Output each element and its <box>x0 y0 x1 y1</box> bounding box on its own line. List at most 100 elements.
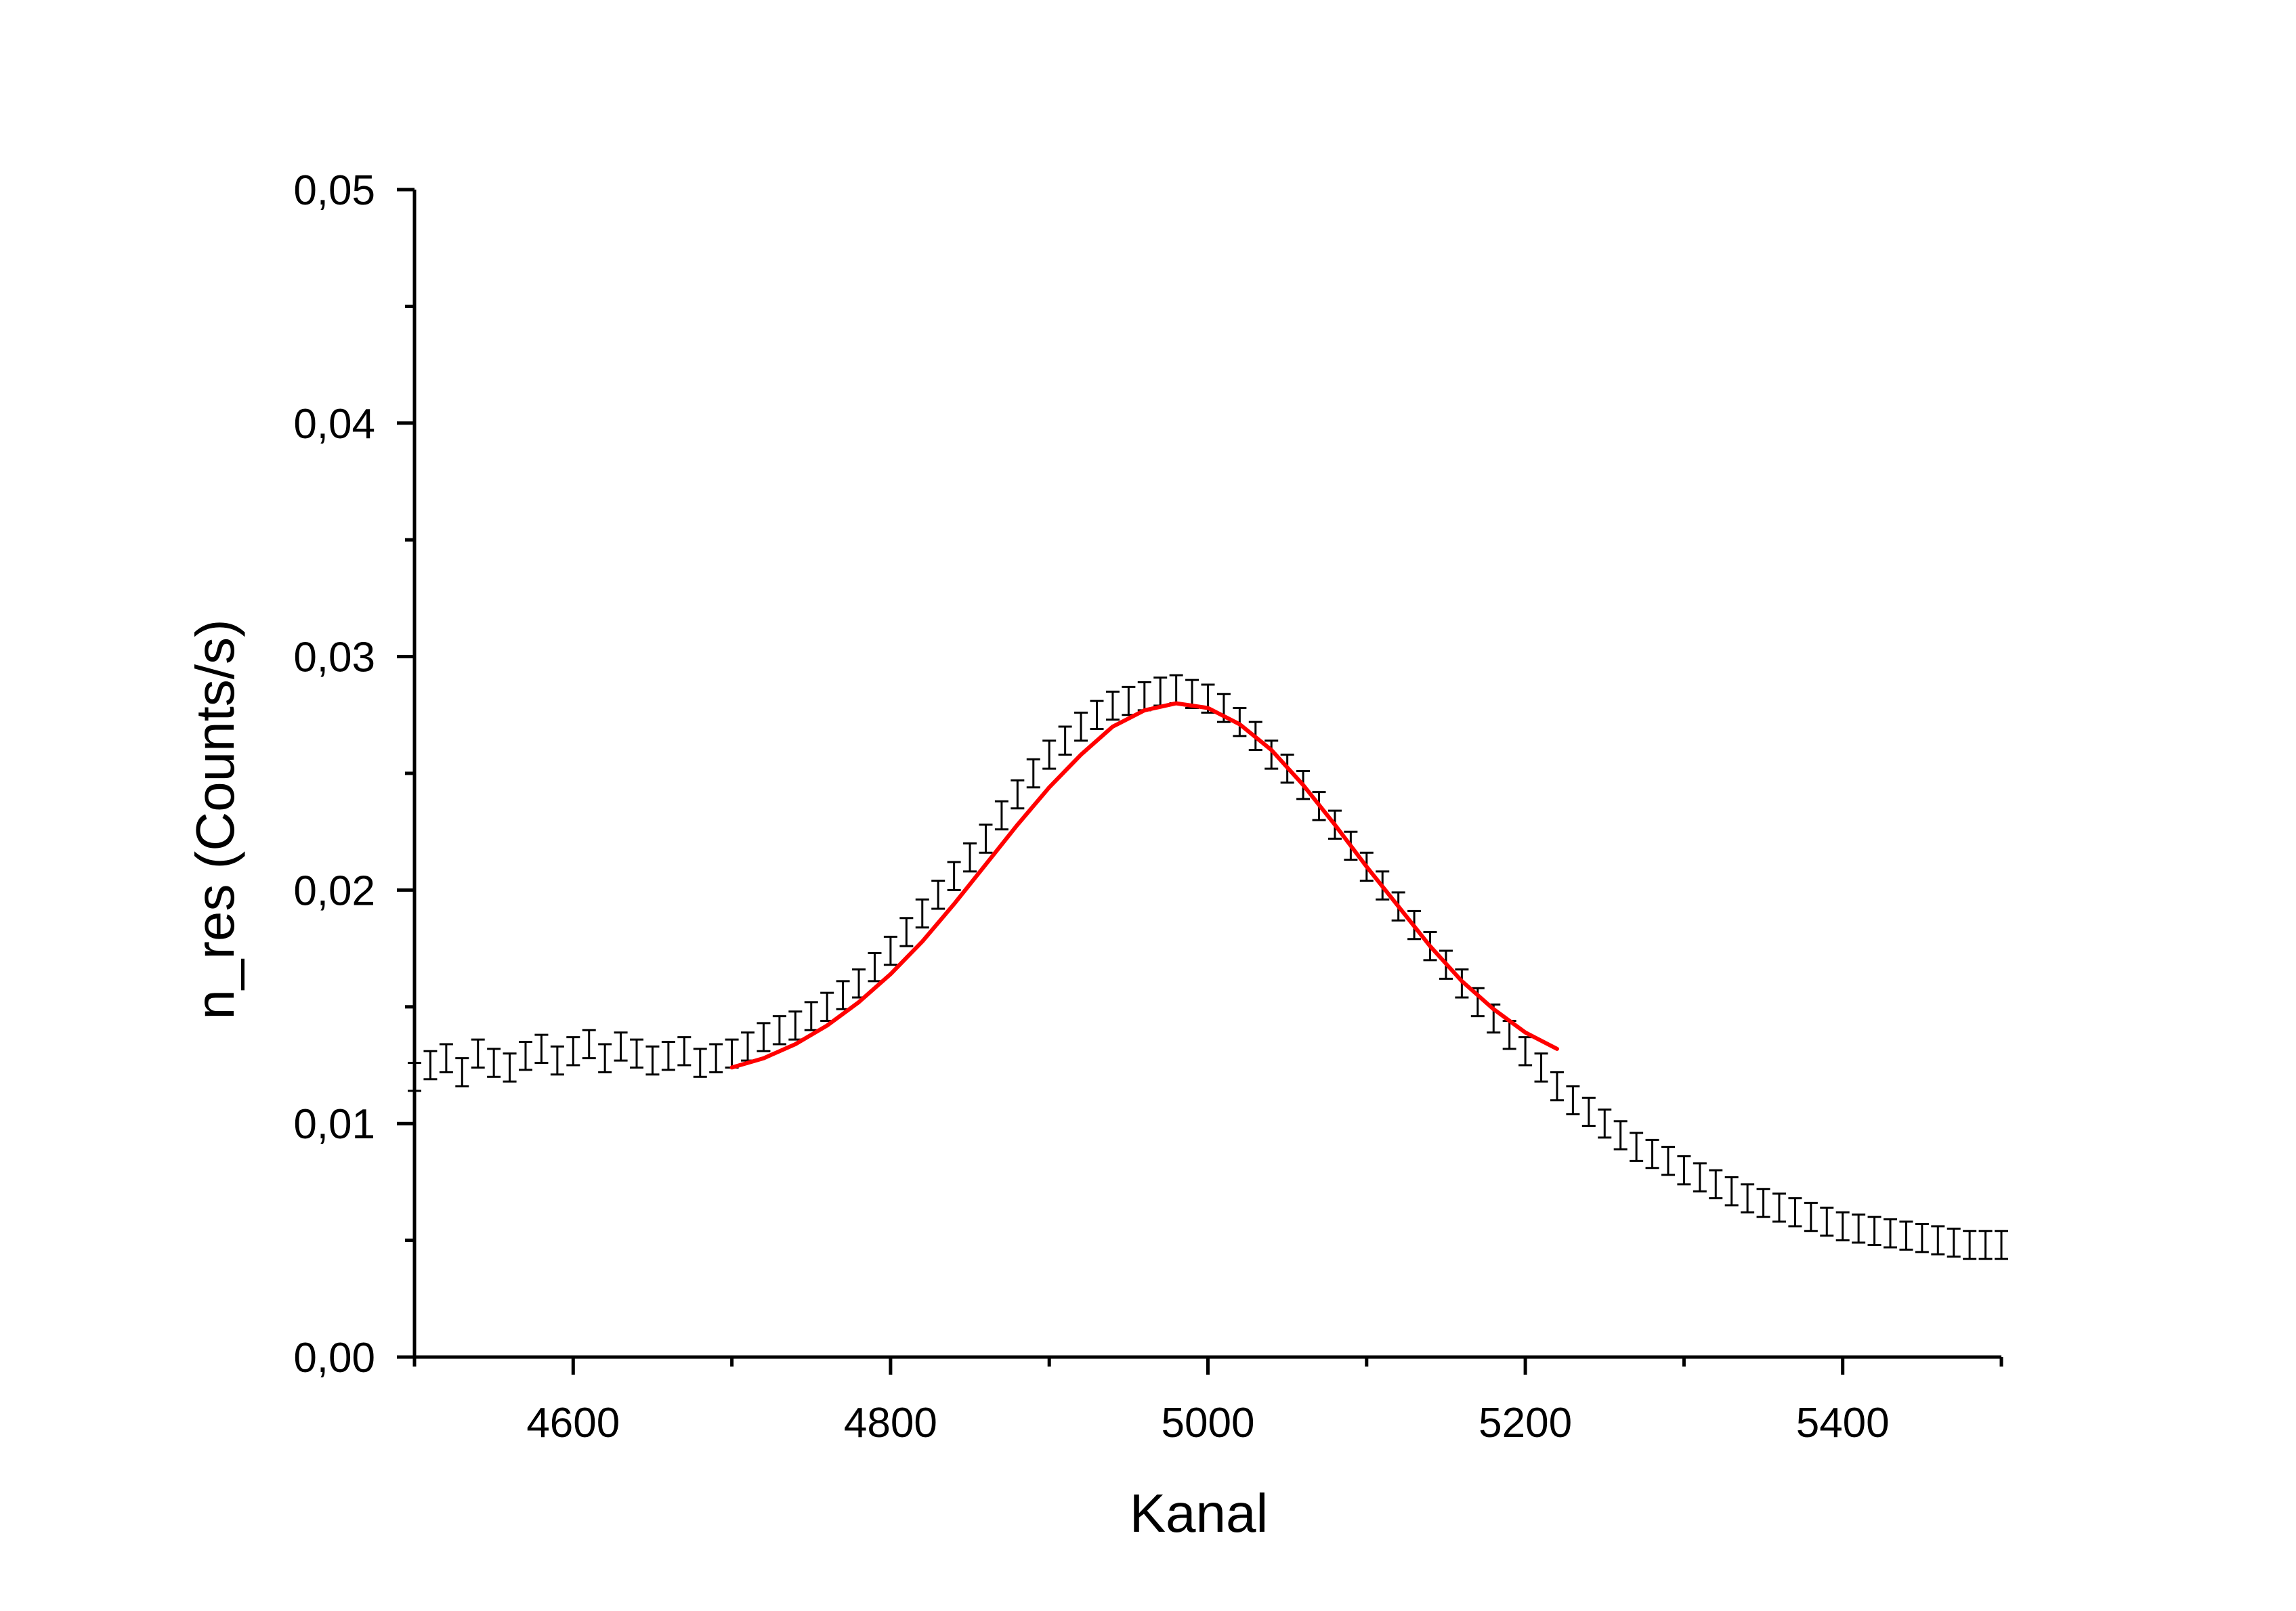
data-point <box>1931 1225 1945 1255</box>
data-point <box>757 1022 771 1052</box>
data-point <box>519 1041 533 1071</box>
y-axis-title: n_res (Counts/s) <box>185 619 245 1019</box>
data-point <box>1581 1096 1596 1127</box>
data-point <box>471 1038 485 1069</box>
data-point <box>693 1048 707 1078</box>
data-point <box>1534 1052 1548 1083</box>
data-point <box>1042 739 1057 770</box>
data-point <box>582 1029 596 1060</box>
x-tick-label: 4800 <box>844 1400 937 1446</box>
data-point <box>1788 1197 1802 1228</box>
data-point <box>1645 1138 1659 1169</box>
data-point <box>1566 1085 1580 1115</box>
data-point <box>1233 706 1247 737</box>
data-point <box>1011 779 1025 810</box>
data-point <box>630 1038 644 1069</box>
y-tick-label: 0,04 <box>293 401 375 448</box>
data-point <box>1772 1193 1786 1223</box>
data-point <box>1122 685 1136 716</box>
data-point <box>1995 1230 2008 1260</box>
y-tick-label: 0,03 <box>293 635 375 681</box>
data-point <box>598 1043 612 1073</box>
data-point <box>1693 1162 1707 1193</box>
y-tick-label: 0,02 <box>293 867 375 914</box>
data-point <box>1153 676 1168 707</box>
data-point <box>931 880 945 910</box>
data-point <box>725 1038 739 1069</box>
data-point <box>1899 1220 1913 1251</box>
data-point <box>1883 1218 1897 1249</box>
x-tick-label: 5000 <box>1162 1400 1255 1446</box>
data-point <box>439 1043 453 1073</box>
data-point <box>1835 1211 1850 1242</box>
y-tick-label: 0,00 <box>293 1335 375 1381</box>
axes <box>412 190 2001 1359</box>
x-tick-label: 4600 <box>526 1400 620 1446</box>
data-point <box>455 1057 469 1088</box>
data-point <box>423 1050 438 1081</box>
data-point <box>1947 1227 1961 1258</box>
data-point <box>772 1015 786 1046</box>
data-point <box>534 1033 549 1065</box>
data-point <box>804 1001 818 1031</box>
data-point <box>1741 1183 1755 1213</box>
x-axis-title: Kanal <box>1130 1483 1269 1543</box>
data-point <box>1915 1222 1929 1253</box>
data-point <box>1963 1230 1977 1260</box>
data-point <box>852 968 866 999</box>
data-point <box>1852 1213 1866 1244</box>
y-tick-label: 0,01 <box>293 1101 375 1148</box>
data-point <box>1756 1188 1770 1218</box>
data-point <box>709 1043 723 1073</box>
error-bar-series <box>408 674 2008 1260</box>
data-point <box>1709 1169 1723 1200</box>
data-point <box>1598 1109 1612 1139</box>
x-tick-label: 5400 <box>1796 1400 1890 1446</box>
data-point <box>1550 1071 1564 1102</box>
data-point <box>1518 1036 1533 1067</box>
data-point <box>1074 711 1088 742</box>
data-point <box>566 1036 580 1067</box>
data-point <box>1724 1176 1739 1207</box>
data-point <box>947 861 961 891</box>
data-point <box>915 898 929 929</box>
data-point <box>1630 1132 1644 1162</box>
y-tick-label: 0,05 <box>293 167 375 214</box>
data-point <box>645 1045 660 1076</box>
data-point <box>836 980 850 1010</box>
data-point <box>979 823 993 854</box>
x-tick-label: 5200 <box>1479 1400 1572 1446</box>
data-point <box>677 1036 692 1067</box>
data-point <box>614 1031 628 1062</box>
ticks: 4600 4800 5000 5200 5400 0,00 0,01 0,02 0,03 0,04… <box>293 167 2003 1446</box>
data-point <box>1820 1206 1834 1237</box>
data-point <box>1613 1120 1628 1151</box>
data-point <box>899 917 914 947</box>
data-point <box>1090 700 1104 730</box>
data-point <box>550 1045 564 1076</box>
data-point <box>503 1052 517 1083</box>
data-point <box>963 842 977 873</box>
data-point <box>1105 690 1120 721</box>
data-point <box>408 1062 421 1092</box>
data-point <box>1169 674 1183 705</box>
data-point <box>1058 725 1072 756</box>
data-point <box>1264 739 1279 770</box>
data-point <box>868 951 882 983</box>
data-point <box>820 991 834 1022</box>
data-point <box>487 1048 501 1078</box>
data-point <box>1661 1146 1675 1176</box>
data-point <box>1137 681 1151 712</box>
data-point <box>883 935 897 966</box>
fit-curve <box>729 701 1559 1070</box>
data-point <box>741 1031 755 1062</box>
data-point <box>788 1010 803 1041</box>
data-point <box>661 1041 675 1071</box>
data-point <box>1026 758 1040 789</box>
data-point <box>1978 1230 1993 1260</box>
data-point <box>1804 1201 1818 1232</box>
data-point <box>1867 1216 1882 1246</box>
data-point <box>1677 1155 1691 1186</box>
data-point <box>994 800 1008 831</box>
